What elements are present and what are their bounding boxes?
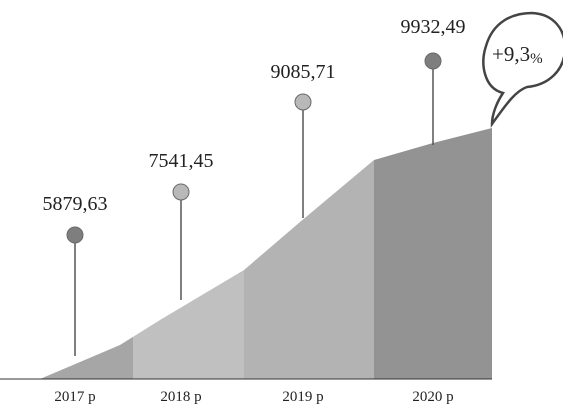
area-band-2020 bbox=[374, 128, 492, 379]
area-fill bbox=[40, 128, 492, 379]
data-point bbox=[424, 52, 442, 70]
x-tick-label: 2017 р bbox=[54, 389, 95, 405]
growth-badge-unit: % bbox=[530, 51, 543, 67]
data-label: 7541,45 bbox=[149, 150, 214, 172]
data-point bbox=[172, 183, 190, 201]
growth-badge-label: +9,3% bbox=[492, 42, 543, 67]
data-label: 5879,63 bbox=[43, 193, 108, 215]
data-label: 9085,71 bbox=[271, 61, 336, 83]
growth-badge-value: +9,3 bbox=[492, 42, 530, 66]
area-band-2019 bbox=[244, 128, 374, 379]
x-tick-label: 2019 р bbox=[282, 389, 323, 405]
x-tick-label: 2018 р bbox=[160, 389, 201, 405]
data-label: 9932,49 bbox=[401, 16, 466, 38]
growth-badge-bubble bbox=[482, 11, 563, 128]
x-tick-label: 2020 р bbox=[412, 389, 453, 405]
growth-badge: +9,3% bbox=[482, 11, 563, 128]
data-point bbox=[66, 226, 84, 244]
area-band-2017 bbox=[40, 128, 133, 379]
data-point bbox=[294, 93, 312, 111]
